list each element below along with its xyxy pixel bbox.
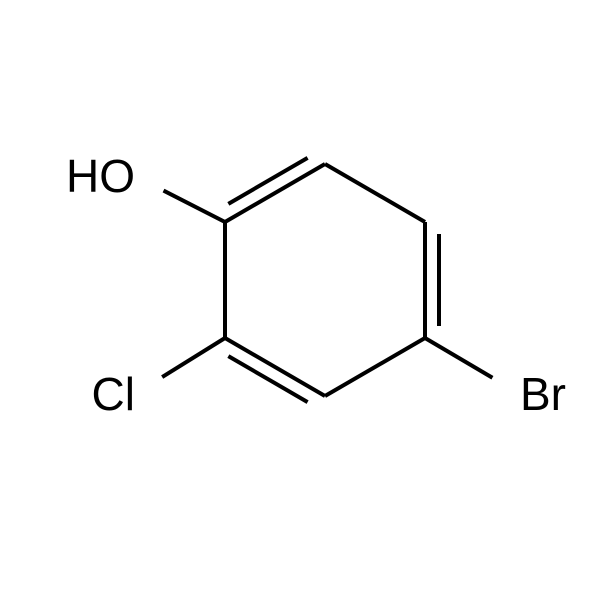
bond [225, 338, 325, 396]
atom-label-oh: HO [66, 150, 135, 202]
bond [425, 338, 492, 378]
bond [162, 338, 225, 377]
bond [225, 164, 325, 222]
atom-label-br: Br [520, 368, 566, 420]
bond [163, 191, 225, 222]
atom-label-cl: Cl [92, 368, 135, 420]
bond [325, 338, 425, 396]
molecule-diagram: HO Cl Br [0, 0, 600, 600]
bond [325, 164, 425, 222]
